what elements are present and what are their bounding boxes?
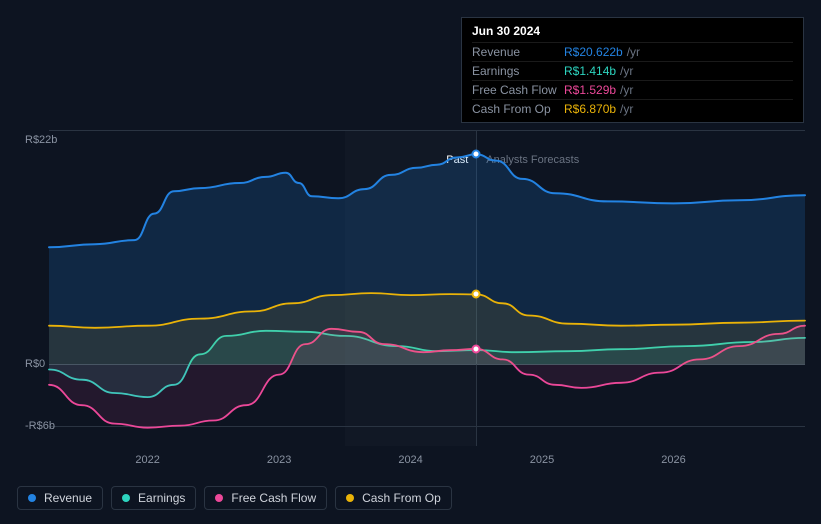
chart-marker	[472, 290, 481, 299]
x-axis-label: 2025	[530, 454, 554, 466]
x-axis-label: 2026	[661, 454, 685, 466]
legend-item-fcf[interactable]: Free Cash Flow	[204, 486, 327, 510]
tooltip-title: Jun 30 2024	[472, 24, 793, 38]
tooltip-row-value: R$20.622b	[564, 45, 623, 59]
chart-container: R$22bR$0-R$6b Past Analysts Forecasts 20…	[17, 117, 805, 447]
legend-dot-icon	[215, 494, 223, 502]
tooltip-row-value: R$1.529b	[564, 83, 616, 97]
legend-dot-icon	[122, 494, 130, 502]
legend-item-earnings[interactable]: Earnings	[111, 486, 196, 510]
chart-marker	[472, 344, 481, 353]
tooltip-row: Free Cash FlowR$1.529b/yr	[472, 80, 793, 99]
tooltip-row-unit: /yr	[620, 64, 633, 78]
x-axis-label: 2023	[267, 454, 291, 466]
chart-marker	[472, 150, 481, 159]
tooltip-row-label: Revenue	[472, 45, 564, 59]
tooltip-row-label: Earnings	[472, 64, 564, 78]
tooltip-row-unit: /yr	[620, 102, 633, 116]
tooltip-row-label: Free Cash Flow	[472, 83, 564, 97]
legend-dot-icon	[346, 494, 354, 502]
legend-item-label: Revenue	[44, 491, 92, 505]
tooltip-row: RevenueR$20.622b/yr	[472, 42, 793, 61]
x-axis-label: 2022	[135, 454, 159, 466]
legend-item-cashop[interactable]: Cash From Op	[335, 486, 452, 510]
tooltip-row-unit: /yr	[620, 83, 633, 97]
y-axis-label: R$0	[25, 358, 45, 370]
legend-item-label: Free Cash Flow	[231, 491, 316, 505]
legend-dot-icon	[28, 494, 36, 502]
tooltip-row: Cash From OpR$6.870b/yr	[472, 99, 793, 118]
tooltip-row-unit: /yr	[627, 45, 640, 59]
chart-legend: Revenue Earnings Free Cash Flow Cash From O…	[17, 486, 452, 510]
legend-item-label: Cash From Op	[362, 491, 441, 505]
tooltip-row: EarningsR$1.414b/yr	[472, 61, 793, 80]
chart-plot	[49, 117, 805, 448]
legend-item-label: Earnings	[138, 491, 185, 505]
chart-tooltip: Jun 30 2024 RevenueR$20.622b/yrEarningsR…	[461, 17, 804, 123]
tooltip-row-label: Cash From Op	[472, 102, 564, 116]
tooltip-row-value: R$6.870b	[564, 102, 616, 116]
tooltip-row-value: R$1.414b	[564, 64, 616, 78]
legend-item-revenue[interactable]: Revenue	[17, 486, 103, 510]
x-axis-label: 2024	[398, 454, 422, 466]
